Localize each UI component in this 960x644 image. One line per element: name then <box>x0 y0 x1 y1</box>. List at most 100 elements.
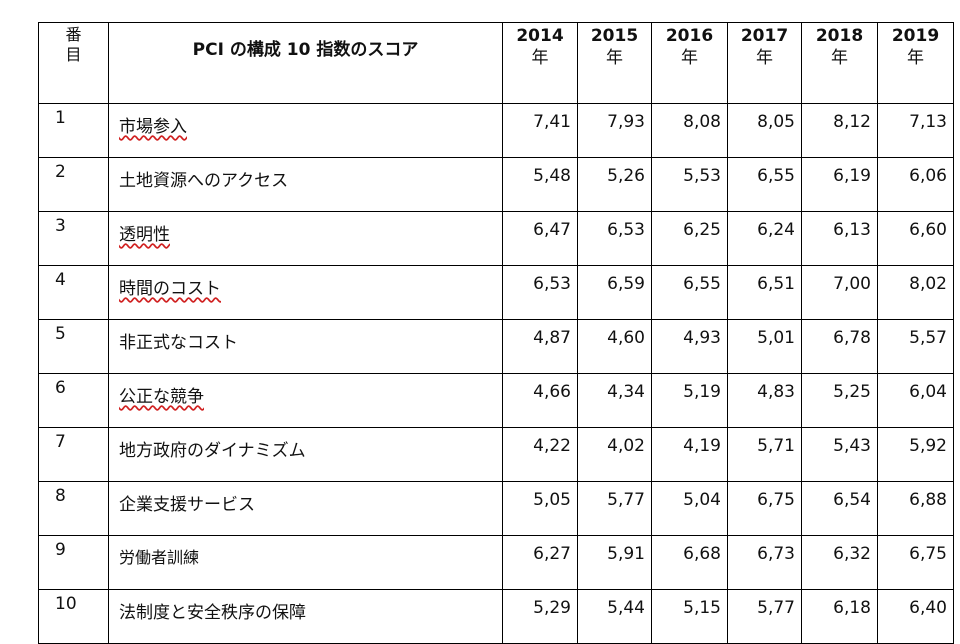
score: 7,13 <box>877 103 954 158</box>
score: 4,83 <box>727 373 802 428</box>
score: 4,22 <box>502 427 578 482</box>
header-year: 2018 年 <box>801 22 878 104</box>
score: 4,02 <box>577 427 652 482</box>
table-row: 9 労働者訓練 6,27 5,91 6,68 6,73 6,32 6,75 <box>38 535 954 590</box>
index-name: 労働者訓練 <box>119 548 200 567</box>
year-unit: 年 <box>831 48 848 68</box>
row-number: 9 <box>38 535 109 590</box>
row-name: 土地資源へのアクセス <box>108 157 503 212</box>
score: 6,47 <box>502 211 578 266</box>
page: 番目 PCI の構成 10 指数のスコア 2014 年 2015 年 2016 年 2017… <box>38 22 954 644</box>
year-unit: 年 <box>681 48 698 68</box>
header-year: 2014 年 <box>502 22 578 104</box>
table-row: 10 法制度と安全秩序の保障 5,29 5,44 5,15 5,77 6,18 6,40 <box>38 589 954 644</box>
score: 7,00 <box>801 265 878 320</box>
year: 2014 <box>516 26 564 46</box>
header-name: PCI の構成 10 指数のスコア <box>108 22 503 104</box>
header-year: 2015 年 <box>577 22 652 104</box>
score: 6,60 <box>877 211 954 266</box>
index-name: 非正式なコスト <box>119 333 238 353</box>
score: 5,04 <box>651 481 728 536</box>
index-name: 時間のコスト <box>119 279 221 299</box>
score: 5,91 <box>577 535 652 590</box>
score: 6,27 <box>502 535 578 590</box>
table-body: 1 市場参入 7,41 7,93 8,08 8,05 8,12 7,13 2 土地資源へのアクセス… <box>38 103 954 644</box>
score: 6,53 <box>502 265 578 320</box>
year: 2017 <box>740 26 789 46</box>
year: 2015 <box>590 26 639 46</box>
row-number: 6 <box>38 373 109 428</box>
table-row: 1 市場参入 7,41 7,93 8,08 8,05 8,12 7,13 <box>38 103 954 158</box>
score: 5,43 <box>801 427 878 482</box>
row-number: 10 <box>38 589 109 644</box>
score: 5,77 <box>577 481 652 536</box>
row-number: 2 <box>38 157 109 212</box>
row-number: 5 <box>38 319 109 374</box>
score: 6,24 <box>727 211 802 266</box>
score: 5,71 <box>727 427 802 482</box>
table-row: 7 地方政府のダイナミズム 4,22 4,02 4,19 5,71 5,43 5,92 <box>38 427 954 482</box>
year-unit: 年 <box>606 48 623 68</box>
score: 5,25 <box>801 373 878 428</box>
index-name: 地方政府のダイナミズム <box>119 441 306 461</box>
score: 5,44 <box>577 589 652 644</box>
score: 5,19 <box>651 373 728 428</box>
score: 4,93 <box>651 319 728 374</box>
header-year: 2017 年 <box>727 22 802 104</box>
score: 5,53 <box>651 157 728 212</box>
index-name: 市場参入 <box>119 117 187 137</box>
row-number: 3 <box>38 211 109 266</box>
score: 5,26 <box>577 157 652 212</box>
score: 6,55 <box>727 157 802 212</box>
year: 2016 <box>665 26 714 46</box>
table-row: 5 非正式なコスト 4,87 4,60 4,93 5,01 6,78 5,57 <box>38 319 954 374</box>
score: 6,32 <box>801 535 878 590</box>
row-name: 法制度と安全秩序の保障 <box>108 589 503 644</box>
table-row: 6 公正な競争 4,66 4,34 5,19 4,83 5,25 6,04 <box>38 373 954 428</box>
row-name: 公正な競争 <box>108 373 503 428</box>
row-name: 地方政府のダイナミズム <box>108 427 503 482</box>
score: 6,73 <box>727 535 802 590</box>
score: 5,29 <box>502 589 578 644</box>
row-name: 企業支援サービス <box>108 481 503 536</box>
header-row: 番目 PCI の構成 10 指数のスコア 2014 年 2015 年 2016 年 2017… <box>38 22 954 104</box>
score: 4,66 <box>502 373 578 428</box>
score: 8,05 <box>727 103 802 158</box>
row-number: 1 <box>38 103 109 158</box>
year-unit: 年 <box>907 48 924 68</box>
row-name: 非正式なコスト <box>108 319 503 374</box>
score: 5,92 <box>877 427 954 482</box>
score: 6,51 <box>727 265 802 320</box>
score: 6,55 <box>651 265 728 320</box>
row-name: 市場参入 <box>108 103 503 158</box>
score-table: 番目 PCI の構成 10 指数のスコア 2014 年 2015 年 2016 年 2017… <box>38 22 954 644</box>
score: 6,68 <box>651 535 728 590</box>
index-name: 企業支援サービス <box>119 495 255 515</box>
table-row: 2 土地資源へのアクセス 5,48 5,26 5,53 6,55 6,19 6,06 <box>38 157 954 212</box>
row-number: 8 <box>38 481 109 536</box>
row-name: 時間のコスト <box>108 265 503 320</box>
index-name: 法制度と安全秩序の保障 <box>119 603 306 623</box>
score: 8,12 <box>801 103 878 158</box>
index-name: 土地資源へのアクセス <box>119 171 289 191</box>
year-unit: 年 <box>756 48 773 68</box>
score: 5,01 <box>727 319 802 374</box>
score: 6,75 <box>727 481 802 536</box>
year: 2019 <box>891 26 940 46</box>
table-row: 8 企業支援サービス 5,05 5,77 5,04 6,75 6,54 6,88 <box>38 481 954 536</box>
score: 6,18 <box>801 589 878 644</box>
score: 5,57 <box>877 319 954 374</box>
header-number: 番目 <box>65 25 82 64</box>
score: 5,15 <box>651 589 728 644</box>
year-unit: 年 <box>531 48 549 68</box>
row-number: 4 <box>38 265 109 320</box>
score: 4,34 <box>577 373 652 428</box>
table-row: 3 透明性 6,47 6,53 6,25 6,24 6,13 6,60 <box>38 211 954 266</box>
index-name: 公正な競争 <box>119 387 204 407</box>
score: 5,05 <box>502 481 578 536</box>
header-year: 2019 年 <box>877 22 954 104</box>
score: 4,19 <box>651 427 728 482</box>
score: 5,48 <box>502 157 578 212</box>
score: 4,87 <box>502 319 578 374</box>
score: 6,59 <box>577 265 652 320</box>
